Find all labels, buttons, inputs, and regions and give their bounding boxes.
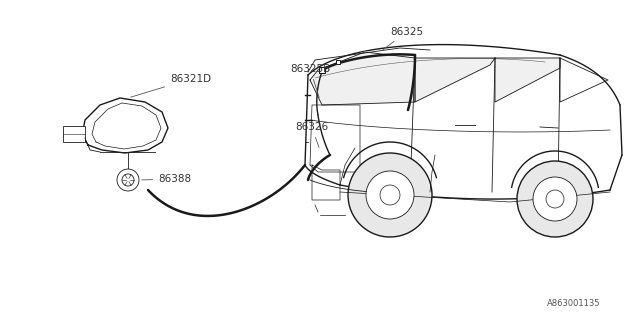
Polygon shape [495,58,560,102]
Text: 86388: 86388 [142,174,191,184]
Text: 86326: 86326 [295,122,328,148]
Circle shape [517,161,593,237]
Text: A863001135: A863001135 [547,299,600,308]
Polygon shape [415,58,495,102]
Circle shape [533,177,577,221]
Circle shape [348,153,432,237]
Text: 86321D: 86321D [131,74,211,97]
Text: 86325: 86325 [382,27,423,50]
Text: 86325B: 86325B [290,64,330,97]
Circle shape [117,169,139,191]
FancyBboxPatch shape [63,126,85,142]
Circle shape [366,171,414,219]
Polygon shape [82,98,168,153]
Circle shape [122,174,134,186]
Circle shape [546,190,564,208]
Circle shape [380,185,400,205]
Polygon shape [310,52,415,105]
